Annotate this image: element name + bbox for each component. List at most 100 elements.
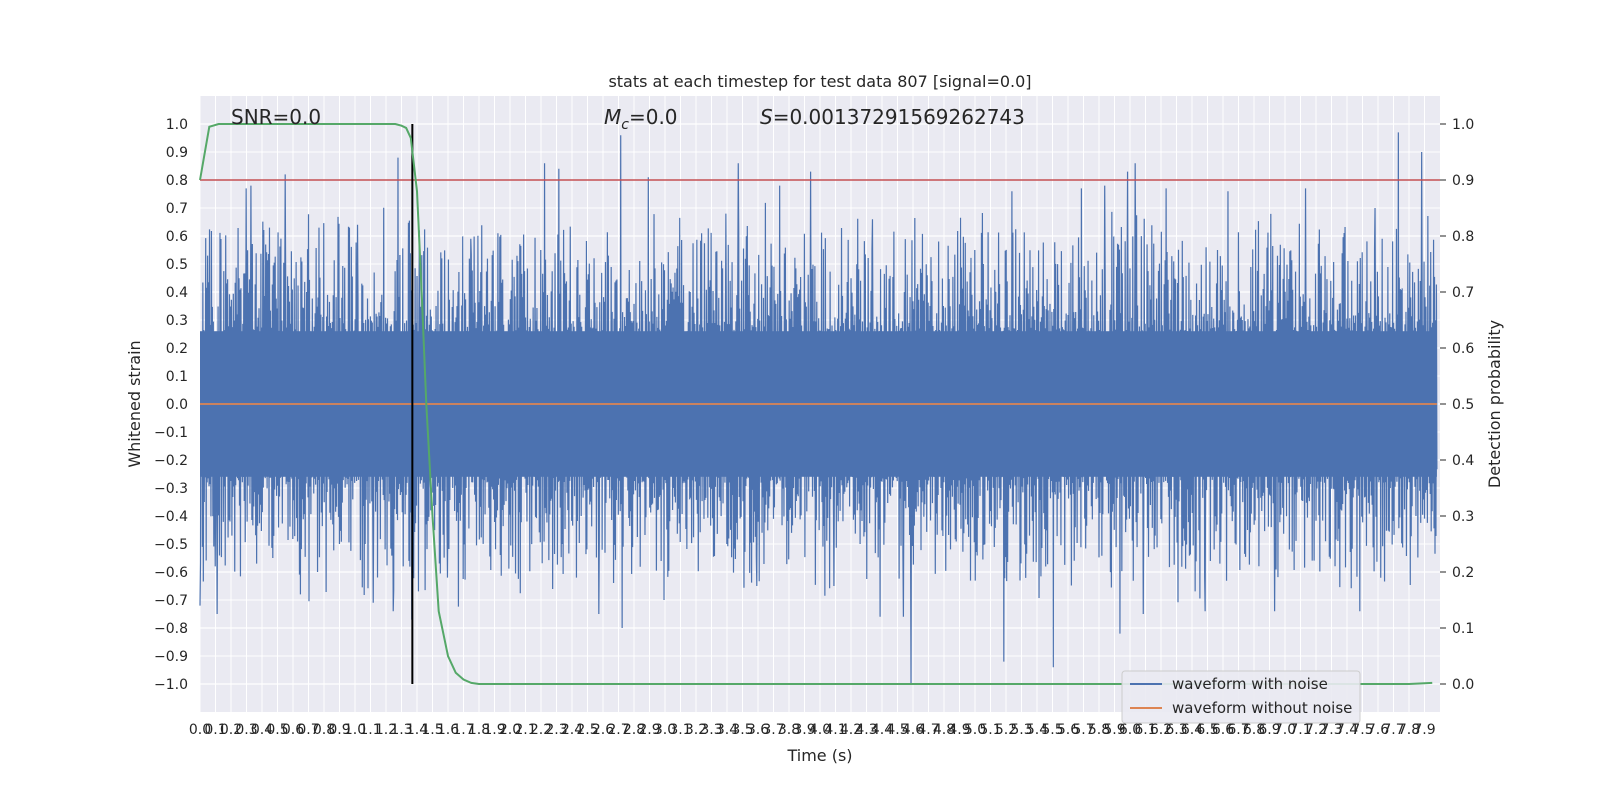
x-tick-label: 3.4 — [716, 722, 738, 738]
x-tick-label: 1.3 — [390, 722, 412, 738]
x-tick-label: 4.6 — [902, 722, 924, 738]
x-tick-label: 7.6 — [1367, 722, 1389, 738]
x-tick-label: 0.9 — [328, 722, 350, 738]
x-tick-label: 1.0 — [344, 722, 366, 738]
legend: waveform with noise waveform without noi… — [1121, 670, 1361, 724]
x-tick-label: 1.1 — [359, 722, 381, 738]
x-tick-label: 7.0 — [1274, 722, 1296, 738]
x-tick-label: 4.3 — [855, 722, 877, 738]
x-tick-label: 7.1 — [1289, 722, 1311, 738]
y-tick-label: 0.2 — [166, 341, 188, 357]
y-tick-label: 0.6 — [166, 229, 188, 245]
y-tick-label: 0.0 — [166, 397, 188, 413]
x-tick-label: 6.7 — [1227, 722, 1249, 738]
y2-tick-label: 0.6 — [1452, 341, 1474, 357]
x-tick-label: 5.5 — [1041, 722, 1063, 738]
x-tick-label: 5.4 — [1026, 722, 1048, 738]
x-tick-label: 0.6 — [282, 722, 304, 738]
y-tick-label: −0.4 — [154, 509, 188, 525]
x-axis-label: Time (s) — [786, 746, 852, 765]
x-tick-label: 3.1 — [669, 722, 691, 738]
x-tick-label: 5.8 — [1088, 722, 1110, 738]
y-tick-label: 0.1 — [166, 369, 188, 385]
x-tick-label: 4.1 — [824, 722, 846, 738]
x-tick-label: 0.2 — [220, 722, 242, 738]
x-tick-label: 2.0 — [499, 722, 521, 738]
x-tick-label: 7.7 — [1382, 722, 1404, 738]
y-tick-label: −0.6 — [154, 565, 188, 581]
overlay-lines — [199, 123, 1440, 685]
x-tick-label: 5.3 — [1010, 722, 1032, 738]
x-tick-label: 1.4 — [406, 722, 428, 738]
x-tick-label: 1.5 — [421, 722, 443, 738]
x-tick-label: 0.7 — [297, 722, 319, 738]
snr-annotation: SNR=0.0 — [231, 105, 321, 129]
legend-label-noise: waveform with noise — [1172, 675, 1328, 693]
x-tick-label: 1.7 — [452, 722, 474, 738]
y2-tick-label: 0.4 — [1452, 453, 1474, 469]
x-tick-label: 1.9 — [483, 722, 505, 738]
x-tick-label: 4.7 — [917, 722, 939, 738]
x-tick-label: 1.2 — [375, 722, 397, 738]
x-tick-label: 0.5 — [266, 722, 288, 738]
y2-tick-label: 0.9 — [1452, 173, 1474, 189]
score-value: =0.00137291569262743 — [773, 105, 1025, 129]
y2-tick-label: 0.8 — [1452, 229, 1474, 245]
x-tick-label: 7.4 — [1336, 722, 1358, 738]
detection-probability-line — [199, 123, 1433, 685]
x-tick-label: 3.7 — [762, 722, 784, 738]
x-tick-label: 7.9 — [1413, 722, 1435, 738]
x-tick-label: 0.1 — [204, 722, 226, 738]
x-tick-label: 6.2 — [1150, 722, 1172, 738]
y2-axis-label: Detection probability — [1485, 320, 1504, 488]
x-tick-label: 5.7 — [1072, 722, 1094, 738]
x-tick-label: 2.8 — [623, 722, 645, 738]
x-tick-label: 7.5 — [1351, 722, 1373, 738]
x-tick-label: 1.8 — [468, 722, 490, 738]
x-tick-label: 6.4 — [1181, 722, 1203, 738]
legend-box — [1121, 670, 1361, 724]
x-tick-label: 2.6 — [592, 722, 614, 738]
x-tick-label: 2.4 — [561, 722, 583, 738]
x-tick-label: 4.5 — [886, 722, 908, 738]
x-tick-label: 2.1 — [514, 722, 536, 738]
x-tick-label: 6.5 — [1196, 722, 1218, 738]
x-tick-label: 3.2 — [685, 722, 707, 738]
x-tick-label: 4.4 — [871, 722, 893, 738]
x-tick-label: 3.6 — [747, 722, 769, 738]
x-tick-label: 5.2 — [995, 722, 1017, 738]
y-tick-label: −1.0 — [154, 677, 188, 693]
y2-tick-label: 0.7 — [1452, 285, 1474, 301]
chart-title: stats at each timestep for test data 807… — [608, 72, 1031, 91]
x-tick-label: 5.0 — [964, 722, 986, 738]
x-tick-label: 3.8 — [778, 722, 800, 738]
x-tick-label: 3.9 — [793, 722, 815, 738]
legend-label-clean: waveform without noise — [1172, 699, 1352, 717]
x-tick-label: 4.9 — [948, 722, 970, 738]
chirp-mass-annotation: Mc=0.0 — [604, 105, 678, 133]
x-tick-label: 6.9 — [1258, 722, 1280, 738]
score-annotation: S=0.00137291569262743 — [760, 105, 1025, 129]
y-tick-label: −0.8 — [154, 621, 188, 637]
y-tick-label: 0.9 — [166, 145, 188, 161]
x-tick-label: 4.8 — [933, 722, 955, 738]
x-tick-label: 7.8 — [1398, 722, 1420, 738]
x-tick-label: 5.1 — [979, 722, 1001, 738]
y-tick-label: 0.8 — [166, 173, 188, 189]
x-tick-label: 6.0 — [1119, 722, 1141, 738]
x-tick-label: 0.8 — [313, 722, 335, 738]
x-tick-label: 2.5 — [576, 722, 598, 738]
x-tick-label: 2.2 — [530, 722, 552, 738]
y-tick-label: −0.2 — [154, 453, 188, 469]
x-tick-label: 3.0 — [654, 722, 676, 738]
x-tick-label: 6.1 — [1134, 722, 1156, 738]
y-tick-label: 0.4 — [166, 285, 188, 301]
y2-tick-label: 0.3 — [1452, 509, 1474, 525]
y-tick-label: 0.3 — [166, 313, 188, 329]
x-tick-label: 1.6 — [437, 722, 459, 738]
y2-tick-label: 0.1 — [1452, 621, 1474, 637]
x-tick-label: 6.8 — [1243, 722, 1265, 738]
chirp-mass-subscript: c — [621, 117, 629, 133]
